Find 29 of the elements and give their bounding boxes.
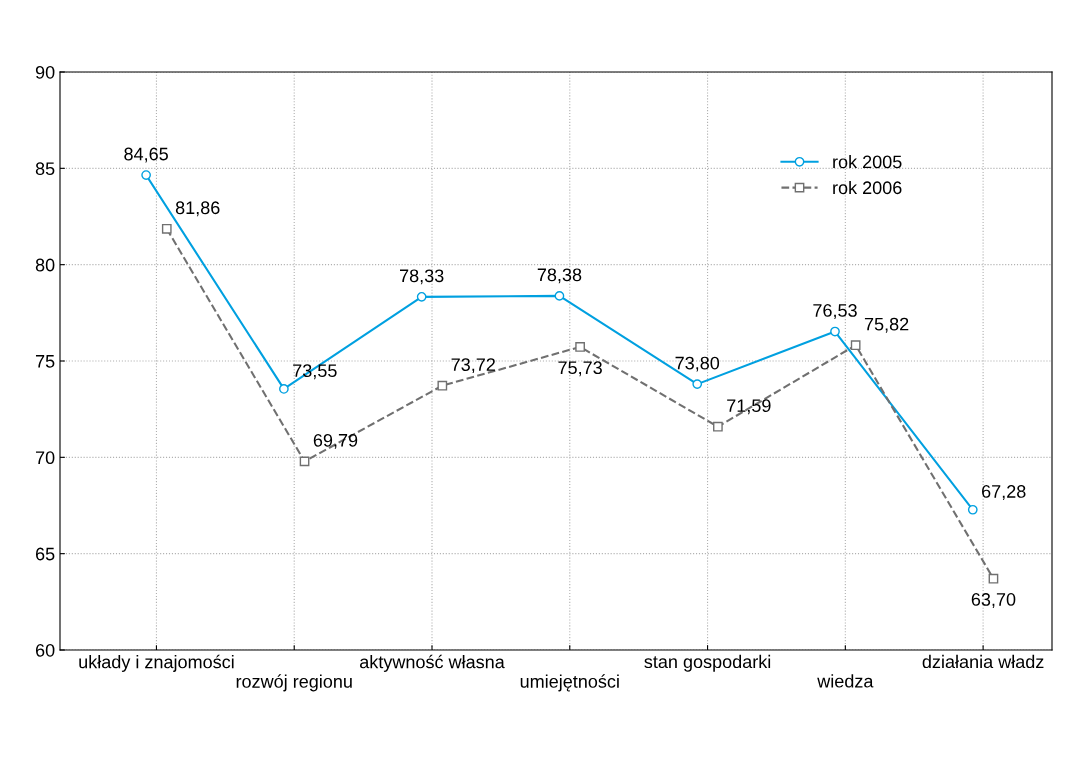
y-tick-label: 85 <box>35 162 55 176</box>
x-tick-label: układy i znajomości <box>79 654 234 672</box>
y-tick-label: 80 <box>35 258 55 272</box>
y-tick-label: 75 <box>35 355 55 368</box>
y-tick-label: 70 <box>35 451 55 465</box>
y-tick-label: 60 <box>35 643 55 657</box>
x-tick-label: stan gospodarki <box>644 654 771 672</box>
data-label: 69,79 <box>313 433 358 449</box>
data-label: 81,86 <box>175 201 220 217</box>
data-label: 67,28 <box>982 485 1026 500</box>
x-tick-label: rozwój regionu <box>236 674 352 692</box>
x-tick-label: umiejętności <box>520 674 619 692</box>
y-tick-label: 65 <box>35 547 55 561</box>
data-label: 76,53 <box>813 304 857 319</box>
data-label: 71,59 <box>727 399 771 415</box>
x-tick-label: działania władz <box>922 654 1044 669</box>
data-label: 75,73 <box>558 361 602 377</box>
y-tick-label: 90 <box>35 65 55 79</box>
legend-label: rok 2005 <box>833 155 902 169</box>
x-tick-label: aktywność własna <box>360 654 505 672</box>
legend-label: rok 2006 <box>833 180 902 195</box>
data-label: 73,80 <box>675 356 720 372</box>
data-label: 78,38 <box>537 268 582 284</box>
data-label: 78,33 <box>400 269 444 285</box>
data-label: 75,82 <box>864 317 909 333</box>
data-label: 73,72 <box>451 358 495 374</box>
x-tick-label: wiedza <box>817 674 874 688</box>
data-label: 63,70 <box>971 593 1016 608</box>
data-label: 84,65 <box>124 147 168 163</box>
